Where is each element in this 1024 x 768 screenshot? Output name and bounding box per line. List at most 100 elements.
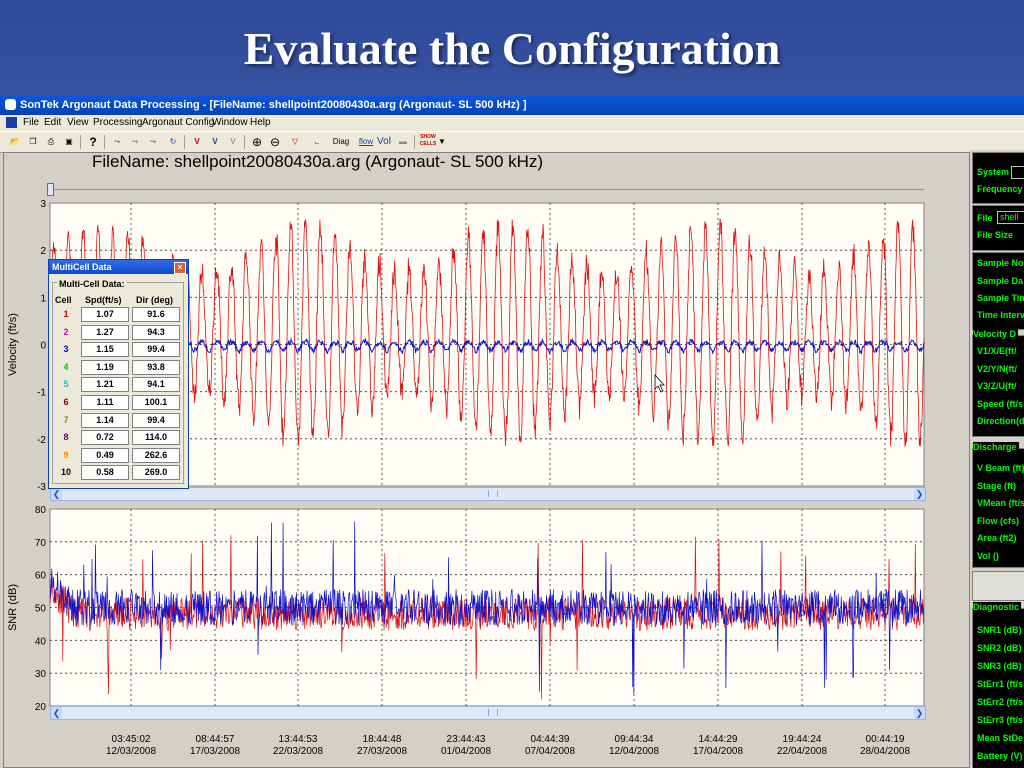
menu-view[interactable]: View [67, 117, 89, 128]
frequency-label: Frequency [977, 184, 1023, 194]
chevron-right-icon[interactable]: ❯ [914, 488, 925, 500]
y-tick-label: 70 [35, 538, 47, 549]
velocity-off-icon[interactable]: V [226, 134, 240, 150]
time-slider-thumb[interactable] [47, 183, 54, 196]
y-tick-label: 30 [35, 669, 47, 680]
velocity-group: Velocity D V1/X/E(ft/ V2/Y/N(ft/ V3/Z/U(… [972, 329, 1024, 437]
open-folder-icon[interactable]: 📂 [8, 134, 22, 150]
system-field[interactable] [1011, 166, 1024, 179]
filter-icon[interactable]: ▽ [288, 134, 302, 150]
flow-label: Flow (cfs) [977, 516, 1019, 526]
copy-icon[interactable]: ❐ [26, 134, 40, 150]
menu-help[interactable]: Help [250, 117, 271, 128]
zoom-out-icon[interactable]: ⊖ [268, 134, 282, 150]
window-titlebar[interactable]: SonTek Argonaut Data Processing - [FileN… [0, 96, 1024, 115]
chevron-left-icon[interactable]: ❮ [51, 707, 62, 719]
scroll-grip[interactable] [488, 490, 498, 497]
file-label: File [977, 213, 993, 223]
v2-label: V2/Y/N(ft/ [977, 364, 1018, 374]
y-tick-label: -1 [37, 388, 46, 399]
x-tick-time-label: 14:44:29 [699, 734, 738, 745]
system-label: System [977, 167, 1010, 177]
cell-direction-value: 94.1 [132, 377, 180, 393]
y-tick-label: 40 [35, 636, 47, 647]
y-tick-label: 0 [40, 341, 46, 352]
toolbar-separator [244, 135, 245, 149]
xyz-axes-icon[interactable]: ⤳ [128, 134, 142, 150]
document-icon[interactable] [6, 117, 17, 128]
print-icon[interactable]: ⎙ [44, 134, 58, 150]
velocity-horizontal-scrollbar[interactable]: ❮ ❯ [50, 487, 926, 501]
x-tick-date-label: 17/03/2008 [190, 746, 240, 757]
save-icon[interactable]: ▣ [62, 134, 76, 150]
time-interval-label: Time Interv [977, 310, 1024, 320]
multicell-data-window[interactable]: MultiCell Data ✕ Multi-Cell Data: Cell S… [48, 259, 189, 489]
menu-window[interactable]: Window [212, 117, 248, 128]
snr3-label: SNR3 (dB) [977, 661, 1022, 671]
sample-group: Sample No Sample Da Sample Tim Time Inte… [972, 252, 1024, 330]
sample-time-label: Sample Tim [977, 293, 1024, 303]
chevron-left-icon[interactable]: ❮ [51, 488, 62, 500]
snr-series-blue [49, 521, 925, 694]
x-tick-date-label: 22/04/2008 [777, 746, 827, 757]
ene-axes-icon[interactable]: ⤳ [146, 134, 160, 150]
v1-label: V1/X/E(ft/ [977, 346, 1017, 356]
help-icon[interactable]: ? [86, 134, 100, 150]
window-title: SonTek Argonaut Data Processing - [FileN… [20, 99, 527, 111]
vol-button[interactable]: Vol [377, 136, 391, 147]
toolbar-separator [80, 135, 81, 149]
zoom-in-icon[interactable]: ⊕ [250, 134, 264, 150]
cell-speed-value: 1.15 [81, 342, 129, 358]
diag-button[interactable]: Diag [332, 137, 350, 146]
vmean-label: VMean (ft/s [977, 498, 1024, 508]
chevron-down-icon[interactable]: ▼ [438, 137, 446, 146]
x-tick-date-label: 17/04/2008 [693, 746, 743, 757]
menu-file[interactable]: File [23, 117, 40, 128]
close-icon[interactable]: ✕ [174, 262, 186, 274]
cell-direction-value: 100.1 [132, 395, 180, 410]
velocity-series-red [49, 219, 925, 448]
mouse-cursor-icon [654, 373, 665, 393]
v-beam-label: V Beam (ft) [977, 463, 1024, 473]
flow-button[interactable]: flow [358, 137, 374, 146]
snr1-label: SNR1 (dB) [977, 625, 1022, 635]
enu-axes-icon[interactable]: ⤳ [110, 134, 124, 150]
sample-date-label: Sample Da [977, 276, 1024, 286]
velocity-stvn-icon[interactable]: V [208, 134, 222, 150]
x-tick-time-label: 13:44:53 [279, 734, 318, 745]
menu-edit[interactable]: Edit [44, 117, 62, 128]
x-tick-date-label: 07/04/2008 [525, 746, 575, 757]
file-field[interactable]: shell [997, 211, 1024, 224]
cell-direction-value: 94.3 [132, 324, 180, 340]
cell-speed-value: 0.58 [81, 465, 129, 481]
discharge-group-title: Discharge [973, 442, 1019, 452]
menu-processing[interactable]: Processing [93, 117, 143, 128]
scroll-grip[interactable] [488, 709, 498, 716]
slide-title: Evaluate the Configuration [243, 23, 781, 74]
show-cells-button[interactable]: SHOW CELLS [419, 134, 437, 147]
file-size-label: File Size [977, 230, 1014, 240]
cell-direction-value: 262.6 [132, 447, 180, 463]
cell-speed-value: 1.14 [81, 412, 129, 428]
snr-horizontal-scrollbar[interactable]: ❮ ❯ [50, 706, 926, 720]
blank-panel [972, 571, 1024, 601]
chevron-right-icon[interactable]: ❯ [914, 707, 925, 719]
menu-argonaut-config[interactable]: Argonaut Config [142, 117, 215, 128]
film-icon[interactable]: ▬ [396, 134, 410, 150]
multicell-title: MultiCell Data [52, 262, 112, 272]
multicell-titlebar[interactable]: MultiCell Data ✕ [49, 260, 188, 274]
rotate-icon[interactable]: ↻ [166, 134, 180, 150]
discharge-group: Discharge V Beam (ft) Stage (ft) VMean (… [972, 442, 1024, 568]
cell-direction-value: 99.4 [132, 342, 180, 358]
data-panel-sidebar: System Frequency File shell File Size Sa… [970, 150, 1024, 768]
y-tick-label: 20 [35, 702, 47, 713]
cell-direction-value: 93.8 [132, 359, 180, 375]
time-slider-track[interactable] [50, 189, 924, 190]
graph-icon[interactable]: ⨽ [310, 134, 324, 150]
snr2-label: SNR2 (dB) [977, 643, 1022, 653]
file-group: File shell File Size [972, 205, 1024, 251]
cell-number: 2 [63, 326, 69, 337]
cell-speed-value: 1.21 [81, 377, 129, 393]
velocity-nvne-icon[interactable]: V [190, 134, 204, 150]
